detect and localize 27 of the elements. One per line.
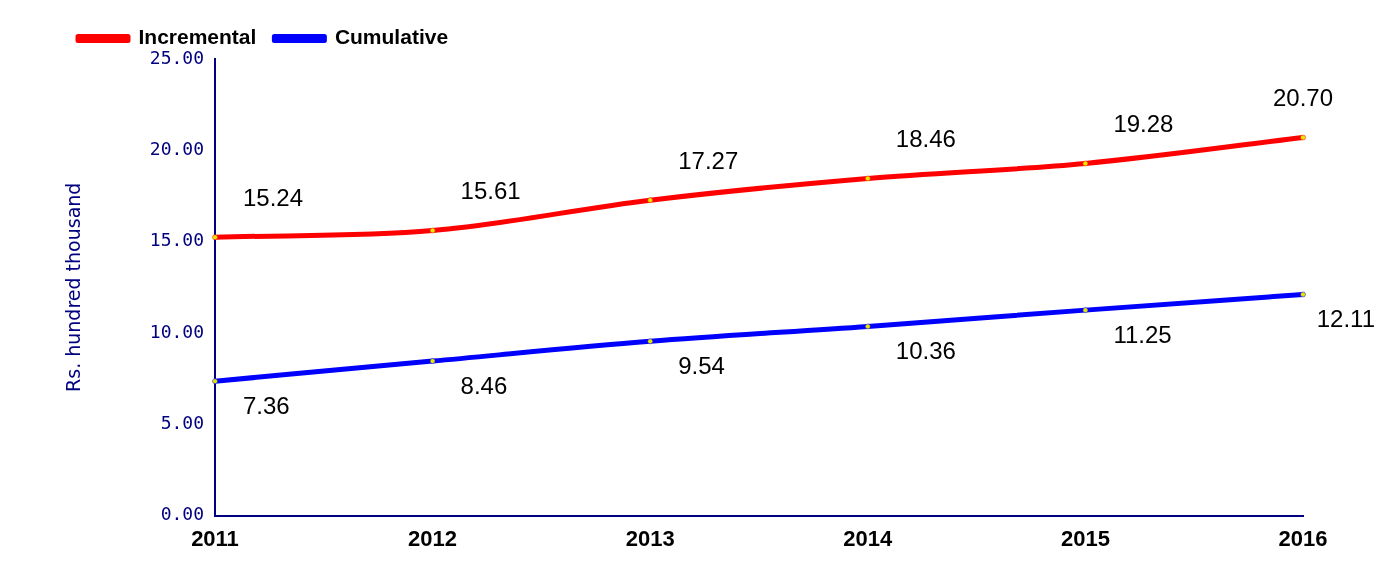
data-label: 15.61 — [460, 177, 521, 205]
data-label: 11.25 — [1113, 320, 1172, 348]
y-tick-label: 25.00 — [149, 46, 204, 68]
data-label: 20.70 — [1272, 84, 1333, 112]
x-tick-label: 2016 — [1278, 525, 1328, 551]
data-label: 8.46 — [460, 371, 508, 399]
data-label: 15.24 — [242, 183, 304, 211]
x-tick-label: 2015 — [1060, 525, 1110, 551]
data-label: 10.36 — [895, 337, 956, 365]
y-axis-title: Rs. hundred thousand — [62, 182, 85, 392]
data-label: 7.36 — [242, 391, 290, 419]
data-label: 17.27 — [678, 146, 739, 174]
x-tick-label: 2011 — [191, 525, 239, 551]
y-tick-label: 15.00 — [149, 229, 204, 251]
data-label: 19.28 — [1113, 110, 1174, 138]
x-tick-label: 2014 — [843, 525, 894, 551]
y-tick-label: 20.00 — [149, 137, 204, 159]
y-tick-label: 5.00 — [160, 411, 204, 433]
legend-label: Incremental — [138, 25, 257, 49]
y-tick-label: 0.00 — [160, 503, 204, 525]
y-tick-label: 10.00 — [149, 320, 204, 342]
x-tick-label: 2012 — [408, 525, 458, 551]
data-label: 12.11 — [1316, 305, 1375, 333]
legend-label: Cumulative — [334, 25, 449, 49]
data-label: 9.54 — [678, 351, 725, 379]
x-tick-label: 2013 — [625, 525, 675, 551]
data-label: 18.46 — [895, 125, 956, 153]
